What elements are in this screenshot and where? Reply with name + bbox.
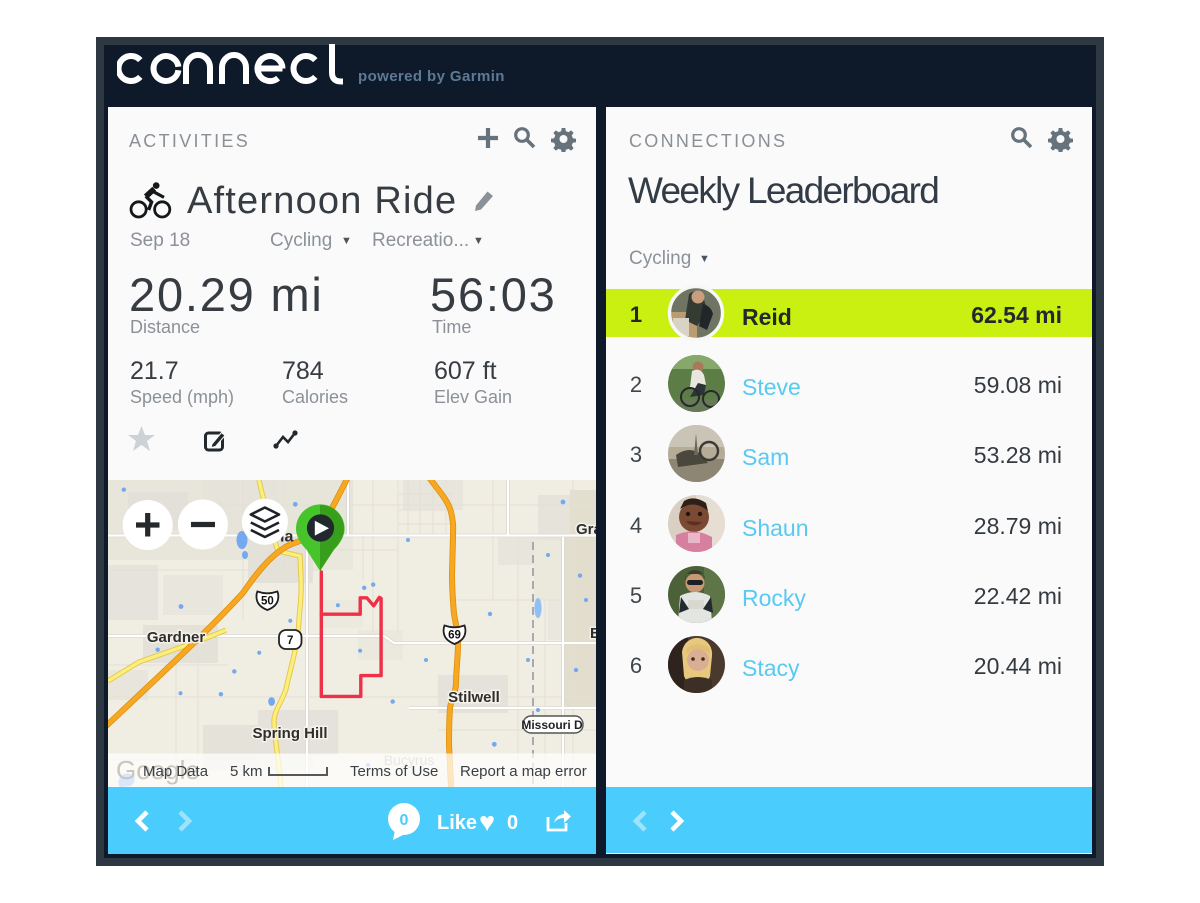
svg-text:7: 7: [287, 635, 293, 647]
svg-text:Stilwell: Stilwell: [448, 689, 500, 706]
svg-text:50: 50: [261, 596, 274, 608]
svg-text:Missouri D: Missouri D: [521, 718, 583, 732]
svg-text:69: 69: [448, 630, 461, 642]
svg-text:Spring Hill: Spring Hill: [253, 725, 328, 742]
svg-text:B: B: [590, 625, 596, 642]
svg-text:Gra: Gra: [576, 521, 596, 538]
svg-text:0: 0: [400, 812, 409, 829]
svg-text:Google: Google: [116, 755, 200, 785]
svg-text:Map Data: Map Data: [143, 763, 209, 780]
svg-text:Terms of Use: Terms of Use: [350, 763, 438, 780]
svg-text:5 km: 5 km: [230, 763, 263, 780]
svg-text:Report a map error: Report a map error: [460, 763, 587, 780]
svg-text:Gardner: Gardner: [147, 629, 206, 646]
